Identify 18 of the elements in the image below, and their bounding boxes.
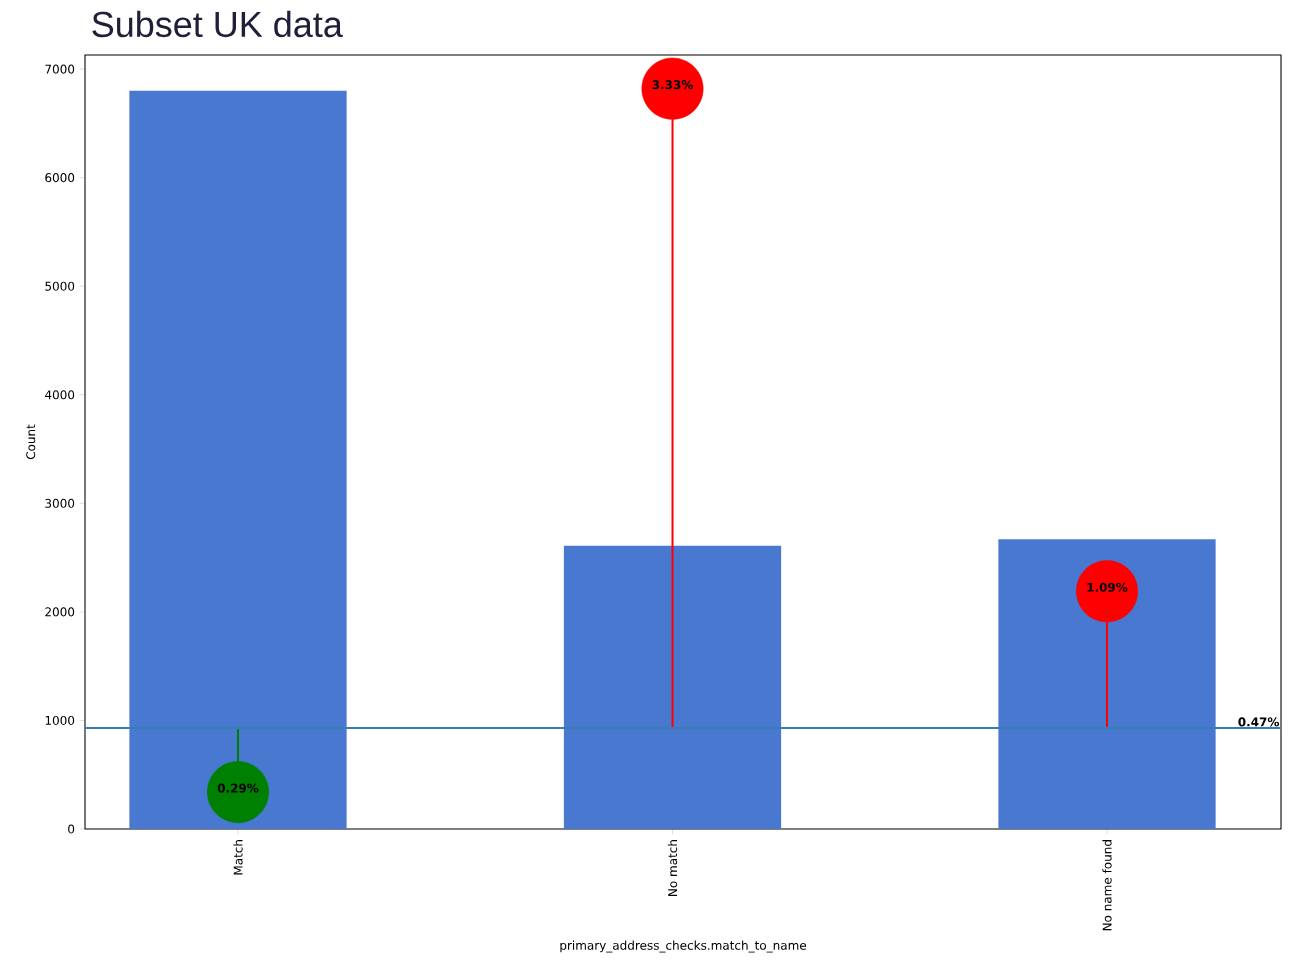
annotation: 0.29% [217, 783, 259, 793]
y-axis-title: Count [26, 424, 36, 460]
x-tick-label: Match [233, 840, 243, 875]
y-tick-label: 4000 [45, 390, 75, 400]
x-axis-title: primary_address_checks.match_to_name [560, 940, 807, 953]
x-tick-label: No name found [1102, 840, 1112, 931]
y-tick-label: 3000 [45, 498, 75, 508]
annotation: 3.33% [652, 80, 693, 90]
y-tick-label: 5000 [45, 281, 75, 291]
y-tick-label: 6000 [45, 173, 75, 183]
x-tick-label: No match [667, 840, 678, 896]
annotation: 1.09% [1087, 582, 1128, 592]
annotation: 0.47% [1238, 717, 1280, 727]
y-tick-label: 0 [68, 824, 75, 834]
y-tick-label: 1000 [45, 715, 75, 725]
chart-title: Subset UK data [92, 10, 343, 38]
y-tick-label: 2000 [45, 607, 75, 617]
y-tick-label: 7000 [45, 64, 75, 74]
